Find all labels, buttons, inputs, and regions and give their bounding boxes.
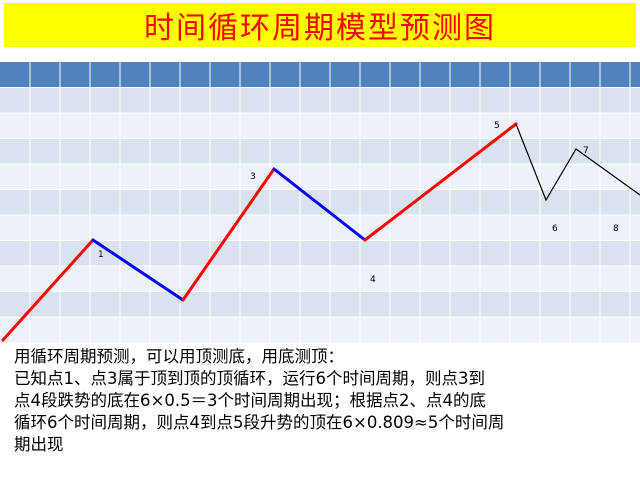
grid-row [0, 240, 640, 266]
background-grid [0, 62, 640, 343]
grid-row [0, 87, 640, 113]
segment-forecast-5-8 [515, 123, 640, 202]
grid-row [0, 62, 640, 88]
point-label-1: 1 [98, 250, 104, 260]
grid-row [0, 189, 640, 215]
wave-lines [1, 122, 640, 342]
description-line-3: 点4段跌势的底在6×0.5＝3个时间周期出现；根据点2、点4的底 [14, 391, 487, 410]
title-banner: 时间循环周期模型预测图 [4, 3, 636, 47]
segment-rise-2-3 [181, 167, 276, 302]
grid-row [0, 291, 640, 317]
description-line-4: 循环6个时间周期，则点4到点5段升势的顶在6×0.809≈5个时间周 [14, 413, 505, 432]
grid-row [0, 113, 640, 139]
segment-rise-4-5 [363, 122, 518, 242]
description-line-5: 期出现 [14, 435, 64, 454]
grid-row [0, 215, 640, 241]
point-label-3: 3 [250, 172, 256, 182]
point-label-7: 7 [583, 146, 589, 156]
description-line-1: 用循环周期预测，可以用顶测底，用底测顶： [14, 347, 344, 366]
point-label-4: 4 [370, 275, 376, 285]
segment-fall-1-2 [91, 238, 185, 302]
cycle-diagram: 1 3 4 5 6 7 8 [0, 62, 640, 343]
grid-row [0, 164, 640, 190]
segment-fall-3-4 [272, 167, 367, 242]
point-labels: 1 3 4 5 6 7 8 [98, 121, 619, 285]
description: 用循环周期预测，可以用顶测底，用底测顶： 已知点1、点3属于顶到顶的顶循环，运行… [14, 346, 626, 456]
grid-row [0, 317, 640, 343]
grid-row [0, 266, 640, 292]
point-label-5: 5 [494, 121, 500, 131]
description-line-2: 已知点1、点3属于顶到顶的顶循环，运行6个时间周期，则点3到 [14, 369, 485, 388]
point-label-8: 8 [613, 224, 619, 234]
grid-row [0, 138, 640, 164]
segment-rise-0-1 [1, 238, 95, 342]
diagram-title: 时间循环周期模型预测图 [144, 11, 496, 46]
point-label-6: 6 [552, 224, 558, 234]
